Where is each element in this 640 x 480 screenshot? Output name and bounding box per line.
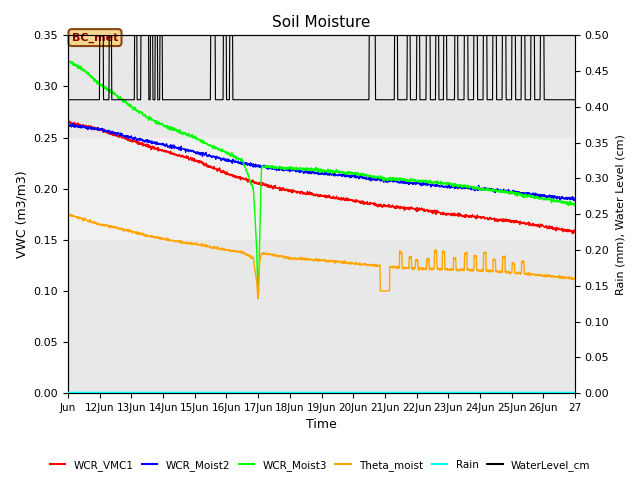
Y-axis label: VWC (m3/m3): VWC (m3/m3) — [15, 170, 28, 258]
Title: Soil Moisture: Soil Moisture — [272, 15, 371, 30]
Y-axis label: Rain (mm), Water Level (cm): Rain (mm), Water Level (cm) — [615, 134, 625, 295]
Text: BC_met: BC_met — [72, 33, 118, 43]
X-axis label: Time: Time — [306, 419, 337, 432]
Legend: WCR_VMC1, WCR_Moist2, WCR_Moist3, Theta_moist, Rain, WaterLevel_cm: WCR_VMC1, WCR_Moist2, WCR_Moist3, Theta_… — [45, 456, 595, 475]
Bar — [68, 138, 575, 240]
